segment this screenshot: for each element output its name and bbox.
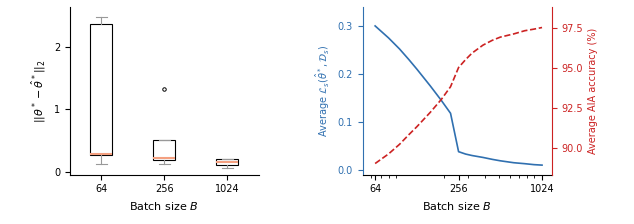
X-axis label: Batch size $B$: Batch size $B$ (129, 200, 199, 212)
Y-axis label: Average AIA accuracy (%): Average AIA accuracy (%) (588, 28, 598, 154)
PathPatch shape (90, 24, 112, 155)
Y-axis label: $||\theta^* - \hat{\theta}^*||_2$: $||\theta^* - \hat{\theta}^*||_2$ (30, 59, 48, 123)
Y-axis label: Average $\mathcal{L}_s(\hat{\theta}^*, \mathcal{D}_s)$: Average $\mathcal{L}_s(\hat{\theta}^*, \… (314, 45, 332, 137)
PathPatch shape (216, 159, 238, 165)
X-axis label: Batch size $B$: Batch size $B$ (422, 200, 492, 212)
PathPatch shape (153, 140, 175, 160)
